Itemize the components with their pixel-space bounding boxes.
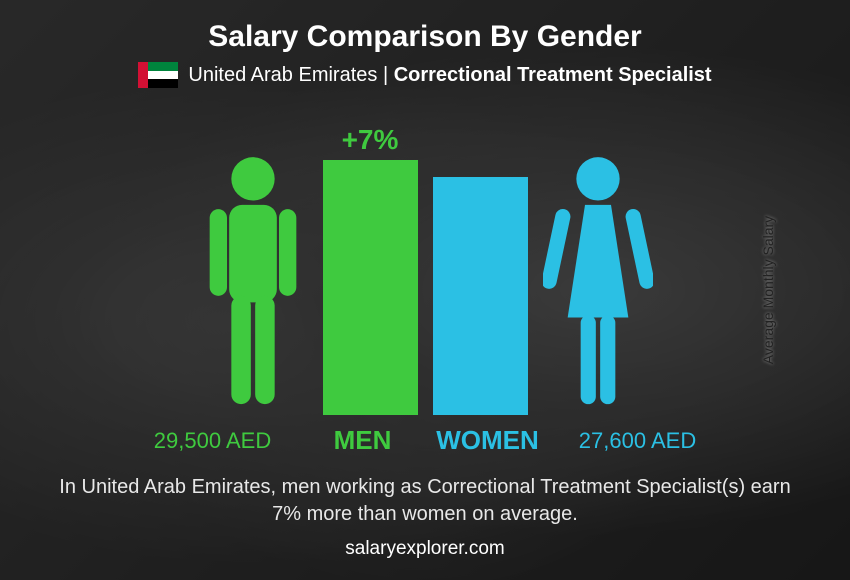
uae-flag-icon — [138, 62, 178, 88]
chart-area: +7% — [198, 105, 653, 415]
women-salary-value: 27,600 AED — [558, 428, 718, 454]
men-salary-value: 29,500 AED — [133, 428, 293, 454]
women-bar — [433, 177, 528, 415]
percent-diff-label: +7% — [342, 124, 399, 156]
separator: | — [377, 64, 393, 86]
job-title: Correctional Treatment Specialist — [394, 64, 712, 86]
women-label: WOMEN — [433, 425, 543, 456]
content-container: Salary Comparison By Gender United Arab … — [0, 0, 850, 580]
men-figure-column — [198, 105, 308, 415]
source-footer: salaryexplorer.com — [345, 538, 504, 565]
women-bar-column — [433, 105, 528, 415]
subtitle-text: United Arab Emirates | Correctional Trea… — [188, 64, 711, 87]
y-axis-label: Average Monthly Salary — [760, 216, 776, 364]
description-text: In United Arab Emirates, men working as … — [45, 474, 805, 528]
men-bar-column: +7% — [323, 105, 418, 415]
woman-icon — [543, 155, 653, 415]
man-icon — [198, 155, 308, 415]
men-bar — [323, 160, 418, 415]
women-figure-column — [543, 105, 653, 415]
subtitle-row: United Arab Emirates | Correctional Trea… — [138, 62, 711, 88]
labels-row: 29,500 AED MEN WOMEN 27,600 AED — [30, 425, 820, 456]
country-name: United Arab Emirates — [188, 64, 377, 86]
chart-title: Salary Comparison By Gender — [208, 20, 641, 54]
men-label: MEN — [308, 425, 418, 456]
